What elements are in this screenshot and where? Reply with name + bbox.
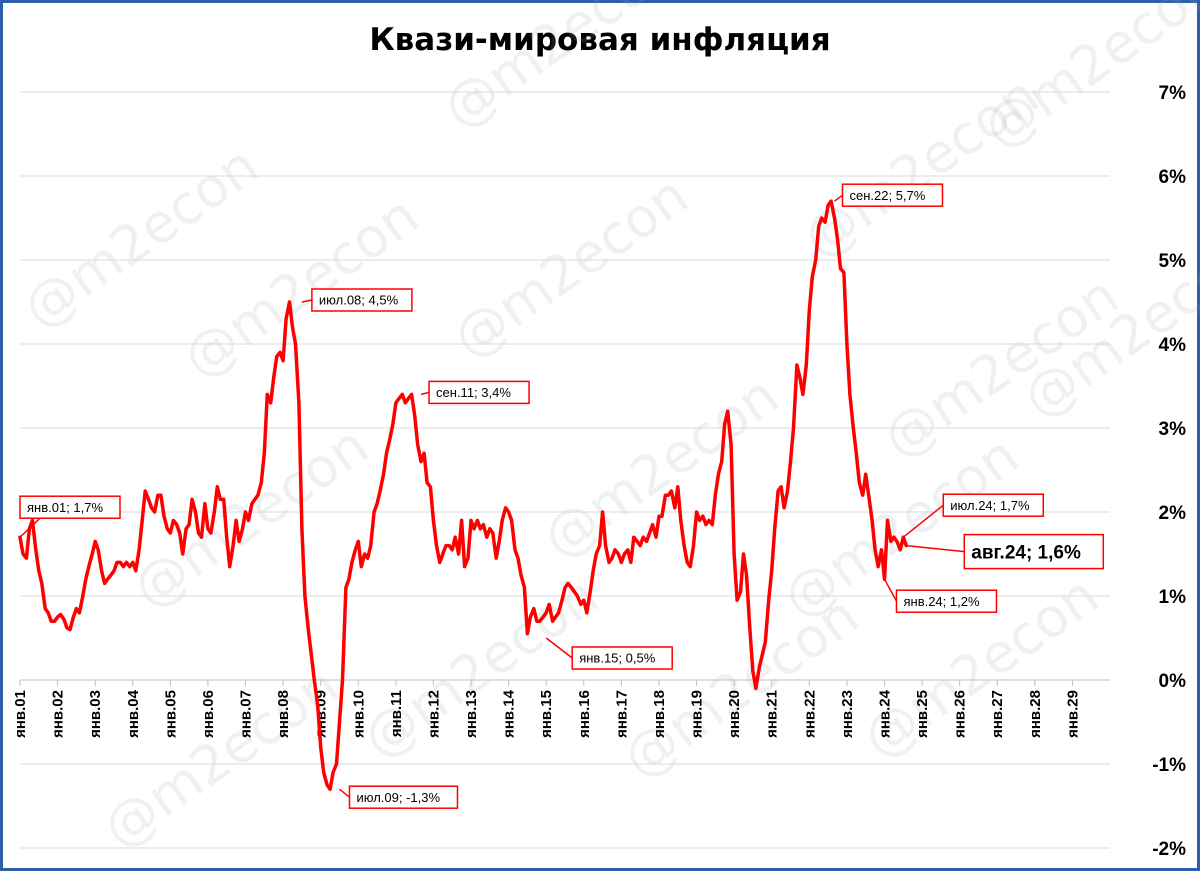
x-tick-label: янв.01 (12, 690, 29, 738)
annotation-box (311, 288, 413, 312)
annotation-box (571, 646, 673, 670)
annotation-leader (902, 504, 944, 538)
x-tick-label: янв.18 (651, 690, 668, 738)
x-tick-label: янв.06 (200, 690, 217, 738)
annotation-leader (420, 391, 430, 396)
x-tick-label: янв.25 (914, 690, 931, 738)
x-tick-label: янв.05 (162, 690, 179, 738)
x-tick-label: янв.24 (876, 689, 893, 738)
watermark-text: @m2econ (91, 654, 349, 861)
y-axis: 7% 6% 5% 4% 3% 2% 1% 0% -1% -2% (1152, 83, 1186, 860)
annotation-label: янв.15; 0,5% (579, 651, 655, 666)
series-layer (18, 199, 909, 791)
x-tick-label: янв.11 (388, 690, 405, 737)
x-tick-label: янв.22 (801, 690, 818, 738)
x-tick-label: янв.13 (463, 690, 480, 738)
annotation-leader (545, 637, 573, 659)
y-tick-label: 4% (1159, 335, 1187, 356)
annotation-leader (19, 517, 41, 538)
x-tick-label: янв.21 (764, 690, 781, 738)
annotation-box (841, 183, 944, 207)
x-tick-label: янв.02 (50, 690, 67, 738)
y-tick-label: 2% (1159, 503, 1187, 524)
y-tick-label: -1% (1152, 755, 1186, 776)
x-tick-label: янв.26 (952, 690, 969, 738)
x-tick-label: янв.03 (87, 690, 104, 738)
x-tick-label: янв.15 (538, 690, 555, 738)
y-tick-label: 7% (1159, 83, 1187, 104)
x-tick-label: янв.12 (425, 690, 442, 738)
annotation-box (348, 785, 459, 809)
x-tick-label: янв.08 (275, 690, 292, 738)
annotation-label: янв.24; 1,2% (903, 594, 979, 609)
annotations: янв.01; 1,7% июл.08; 4,5% июл.09; -1,3% сен… (19, 183, 1105, 809)
y-tick-label: 1% (1159, 587, 1187, 608)
annotation-box (895, 589, 998, 613)
annotation-box (942, 493, 1045, 517)
y-tick-label: 5% (1159, 251, 1187, 272)
annotation-label: сен.11; 3,4% (436, 385, 511, 400)
annotation-label: янв.01; 1,7% (27, 500, 103, 515)
chart-title: Квази-мировая инфляция (369, 22, 831, 58)
annotation-label: июл.24; 1,7% (950, 498, 1030, 513)
x-tick-label: янв.29 (1064, 690, 1081, 738)
x-tick-label: янв.16 (576, 690, 593, 738)
x-tick-label: янв.27 (989, 690, 1006, 738)
annotation-label: июл.08; 4,5% (319, 293, 399, 308)
x-tick-label: янв.04 (125, 689, 142, 738)
annotation-box (963, 533, 1105, 570)
annotation-label: сен.22; 5,7% (849, 188, 925, 203)
annotation-leader (339, 788, 350, 798)
x-tick-label: янв.10 (350, 690, 367, 738)
series-line (18, 199, 909, 791)
watermark-text: @m2econ (611, 584, 869, 791)
watermark-text: @m2econ (431, 0, 689, 141)
annotation-leader (906, 544, 965, 553)
x-tick-label: янв.07 (238, 690, 255, 738)
annotation-leader (301, 299, 313, 303)
annotation-label: июл.09; -1,3% (356, 790, 440, 805)
x-tick-label: янв.23 (839, 690, 856, 738)
annotation-box (19, 495, 121, 519)
watermark-text: @m2econ (441, 164, 699, 371)
x-axis: янв.01 янв.02 янв.03 янв.04 янв.05 янв.06 янв.… (12, 679, 1110, 738)
y-tick-label: 6% (1159, 167, 1187, 188)
y-tick-label: 3% (1159, 419, 1187, 440)
x-tick-label: янв.14 (501, 689, 518, 738)
x-tick-label: янв.19 (689, 690, 706, 738)
annotation-box (428, 380, 530, 405)
watermark-text: @m2econ (351, 564, 609, 771)
watermark-layer: @m2econ@m2econ@m2econ@m2econ@m2econ@m2ec… (11, 0, 1200, 861)
annotation-leader (834, 194, 843, 202)
y-tick-label: -2% (1152, 839, 1186, 860)
x-tick-label: янв.17 (613, 690, 630, 738)
x-tick-label: янв.28 (1027, 690, 1044, 738)
annotation-label: авг.24; 1,6% (971, 542, 1081, 563)
y-tick-label: 0% (1159, 671, 1187, 692)
annotation-leader (883, 578, 898, 602)
x-tick-label: янв.20 (726, 690, 743, 738)
watermark-text: @m2econ (531, 364, 789, 571)
